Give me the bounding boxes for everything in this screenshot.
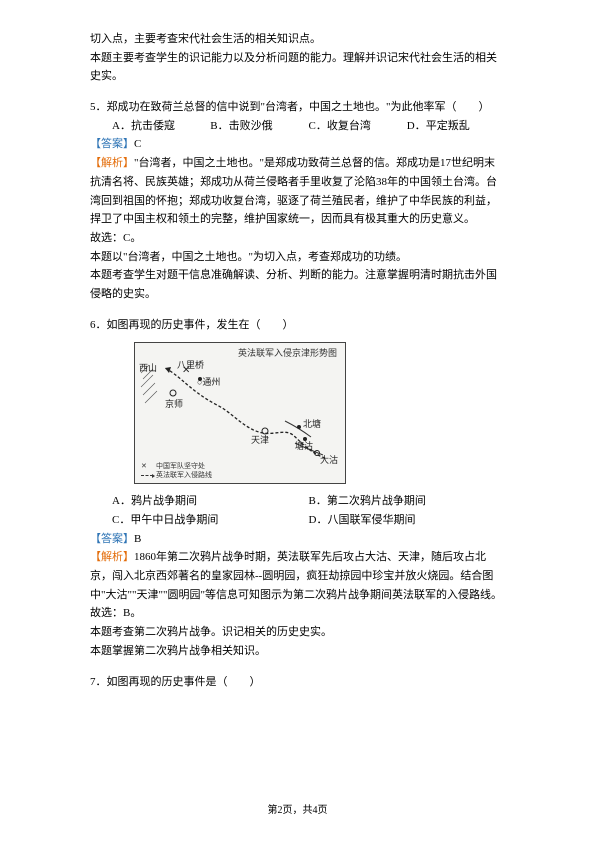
q5-answer: 【答案】C [90,135,505,154]
question-6: 6．如图再现的历史事件，发生在（ ） 英法联军入侵京津形势图 [90,316,505,661]
q5-opt-b: B．击败沙俄 [210,117,308,136]
q5-stem: 5．郑成功在致荷兰总督的信中说到"台湾者，中国之土地也。"为此他率军（ ） [90,98,505,117]
q6-analysis-p3: 本题考查第二次鸦片战争。识记相关的历史史实。 [90,623,505,642]
intro-line-2: 本题主要考查学生的识记能力以及分析问题的能力。理解并识记宋代社会生活的相关史实。 [90,49,505,86]
label-tanggu: 塘沽 [295,439,313,454]
analysis-label: 【解析】 [90,157,134,169]
q6-opt-b: B．第二次鸦片战争期间 [309,492,506,511]
legend-line-1: ✕ 中国军队坚守处 [141,462,212,471]
map-box: 英法联军入侵京津形势图 [134,342,346,484]
page-footer: 第2页，共4页 [0,801,595,816]
q6-answer: 【答案】B [90,530,505,549]
q6-figure: 英法联军入侵京津形势图 [134,342,344,484]
q6-row1: A．鸦片战争期间 B．第二次鸦片战争期间 [112,492,505,511]
q6-options: A．鸦片战争期间 B．第二次鸦片战争期间 C．甲午中日战争期间 D．八国联军侵华… [90,492,505,529]
q5-options: A．抗击倭寇 B．击败沙俄 C．收复台湾 D．平定叛乱 [90,117,505,136]
q7-number: 7． [90,676,107,688]
q6-opt-d: D．八国联军侵华期间 [309,511,506,530]
q6-answer-value: B [134,533,141,545]
q5-opt-c: C．收复台湾 [309,117,407,136]
legend-text-1: 中国军队坚守处 [156,462,205,471]
question-7: 7．如图再现的历史事件是（ ） [90,673,505,692]
answer-label: 【答案】 [90,138,134,150]
label-xishan: 西山 [139,361,157,376]
q5-number: 5． [90,101,107,113]
answer-label: 【答案】 [90,533,134,545]
q5-opt-a: A．抗击倭寇 [112,117,210,136]
analysis-label: 【解析】 [90,551,134,563]
label-beitang: 北塘 [303,417,321,432]
q5-stem-text: 郑成功在致荷兰总督的信中说到"台湾者，中国之土地也。"为此他率军（ ） [107,101,490,113]
map-title: 英法联军入侵京津形势图 [238,346,337,361]
label-dagu: 大沽 [320,453,338,468]
q6-analysis-p4: 本题掌握第二次鸦片战争相关知识。 [90,642,505,661]
q6-stem-text: 如图再现的历史事件，发生在（ ） [107,319,294,331]
legend-text-2: 英法联军入侵路线 [156,471,212,480]
intro-line-1: 切入点，主要考查宋代社会生活的相关知识点。 [90,30,505,49]
page-content: 切入点，主要考查宋代社会生活的相关知识点。 本题主要考查学生的识记能力以及分析问… [0,0,595,751]
q6-analysis-p2: 故选：B。 [90,604,505,623]
q6-row2: C．甲午中日战争期间 D．八国联军侵华期间 [112,511,505,530]
q7-stem: 7．如图再现的历史事件是（ ） [90,673,505,692]
label-tianjin: 天津 [251,433,269,448]
q6-analysis-p1: 【解析】1860年第二次鸦片战争时期，英法联军先后攻占大沽、天津，随后攻占北京，… [90,548,505,604]
q5-analysis-p2: 故选：C。 [90,229,505,248]
q5-answer-value: C [134,138,141,150]
map-legend: ✕ 中国军队坚守处 英法联军入侵路线 [141,462,212,480]
legend-line-2: 英法联军入侵路线 [141,471,212,480]
label-baliqiao: 八里桥 [177,358,204,373]
label-tongzhou: ○通州 [197,375,220,390]
question-5: 5．郑成功在致荷兰总督的信中说到"台湾者，中国之土地也。"为此他率军（ ） A．… [90,98,505,304]
label-jingshi: 京师 [165,397,183,412]
q6-analysis-p1-text: 1860年第二次鸦片战争时期，英法联军先后攻占大沽、天津，随后攻占北京，闯入北京… [90,551,502,600]
q6-number: 6． [90,319,107,331]
legend-symbol-1: ✕ [141,462,153,471]
q5-analysis-p1-text: "台湾者，中国之土地也。"是郑成功致荷兰总督的信。郑成功是17世纪明末抗清名将、… [90,157,497,225]
q5-options-row: A．抗击倭寇 B．击败沙俄 C．收复台湾 D．平定叛乱 [112,117,505,136]
q5-opt-d: D．平定叛乱 [407,117,505,136]
q7-stem-text: 如图再现的历史事件是（ ） [107,676,261,688]
q6-opt-c: C．甲午中日战争期间 [112,511,309,530]
legend-symbol-2 [141,475,153,476]
q6-stem: 6．如图再现的历史事件，发生在（ ） [90,316,505,335]
q5-analysis-p3: 本题以"台湾者，中国之土地也。"为切入点，考查郑成功的功绩。 [90,248,505,267]
q6-opt-a: A．鸦片战争期间 [112,492,309,511]
q5-analysis-p1: 【解析】"台湾者，中国之土地也。"是郑成功致荷兰总督的信。郑成功是17世纪明末抗… [90,154,505,229]
q5-analysis-p4: 本题考查学生对题干信息准确解读、分析、判断的能力。注意掌握明清时期抗击外国侵略的… [90,266,505,303]
